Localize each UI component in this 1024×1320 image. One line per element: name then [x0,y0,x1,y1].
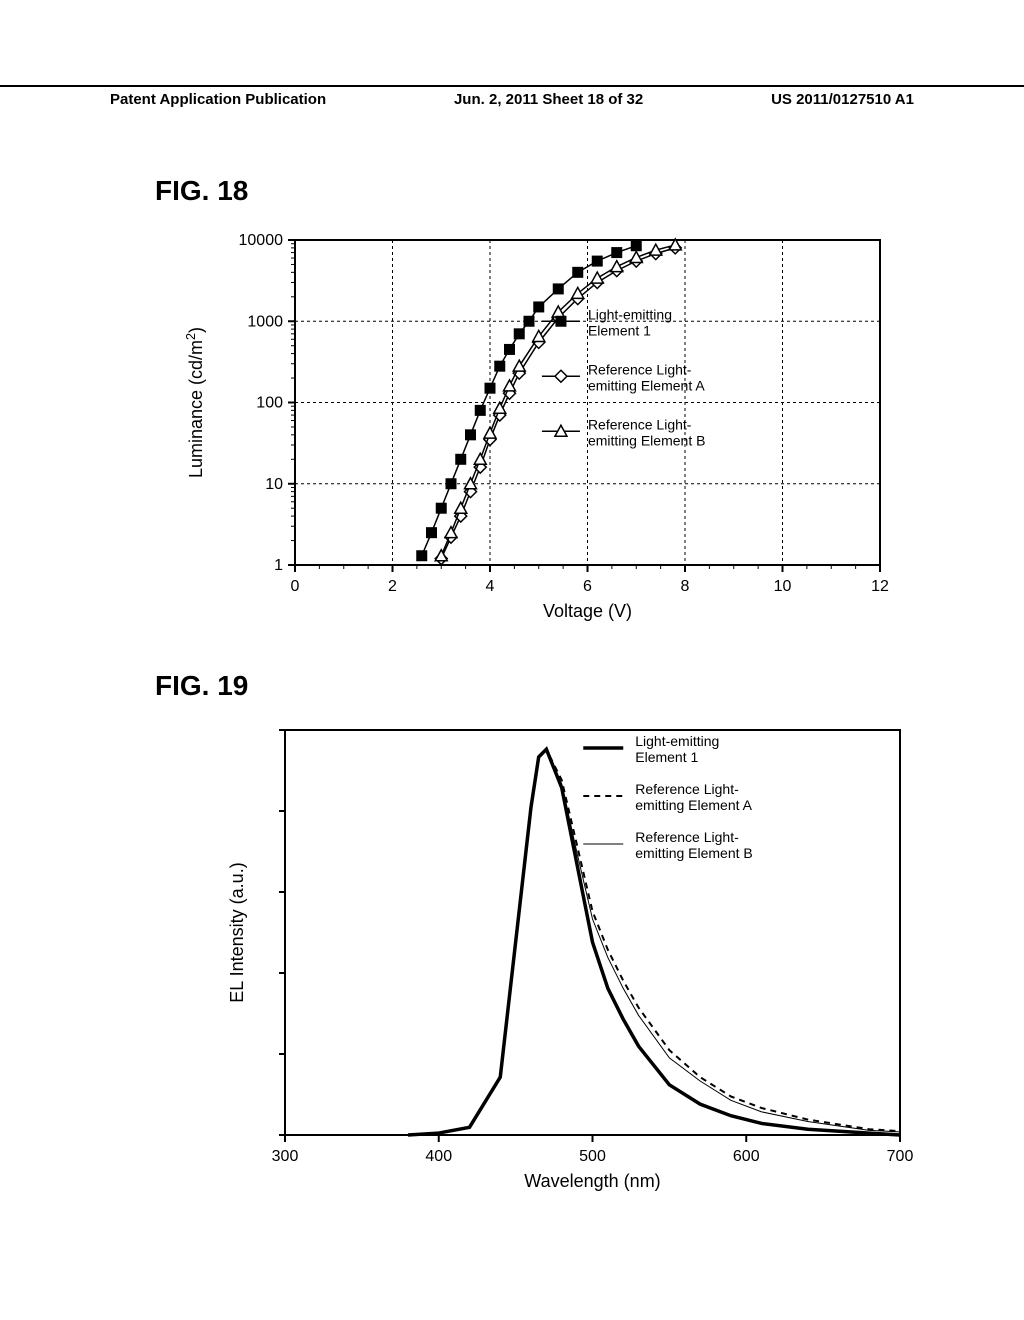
svg-text:500: 500 [579,1148,606,1165]
svg-text:Element 1: Element 1 [635,749,698,765]
svg-text:Voltage (V): Voltage (V) [543,601,632,621]
svg-text:Reference Light-: Reference Light- [635,829,739,845]
header-left: Patent Application Publication [110,91,326,108]
svg-text:2: 2 [388,578,397,595]
fig18-label: FIG. 18 [155,175,248,207]
svg-text:10000: 10000 [239,232,284,249]
svg-text:6: 6 [583,578,592,595]
svg-text:700: 700 [887,1148,914,1165]
svg-text:100: 100 [256,395,283,412]
svg-text:10: 10 [265,476,283,493]
svg-text:4: 4 [486,578,495,595]
fig18-chart: 0 2 4 6 8 10 12 1 10 100 1000 10000 Voltage (V) Lumin… [180,225,900,630]
page-header: Patent Application Publication Jun. 2, 2… [0,85,1024,108]
svg-text:8: 8 [681,578,690,595]
svg-text:1000: 1000 [247,313,283,330]
svg-text:400: 400 [425,1148,452,1165]
svg-text:10: 10 [774,578,792,595]
svg-text:1: 1 [274,557,283,574]
svg-text:Light-emitting: Light-emitting [635,733,719,749]
svg-text:300: 300 [272,1148,299,1165]
svg-text:Wavelength (nm): Wavelength (nm) [524,1171,660,1191]
svg-text:Reference Light-: Reference Light- [588,361,692,377]
svg-text:emitting Element B: emitting Element B [588,432,706,448]
header-right: US 2011/0127510 A1 [771,91,914,108]
svg-text:0: 0 [291,578,300,595]
svg-text:EL Intensity (a.u.): EL Intensity (a.u.) [227,862,247,1002]
svg-text:emitting Element A: emitting Element A [635,797,752,813]
svg-text:emitting Element B: emitting Element B [635,845,753,861]
svg-text:600: 600 [733,1148,760,1165]
header-center: Jun. 2, 2011 Sheet 18 of 32 [454,91,643,108]
svg-text:12: 12 [871,578,889,595]
svg-text:Reference Light-: Reference Light- [635,781,739,797]
svg-text:Reference Light-: Reference Light- [588,416,692,432]
svg-text:Element 1: Element 1 [588,322,651,338]
fig19-label: FIG. 19 [155,670,248,702]
svg-text:emitting Element A: emitting Element A [588,377,705,393]
svg-text:Luminance (cd/m2): Luminance (cd/m2) [184,327,206,478]
fig19-chart: 300 400 500 600 700 Wavelength (nm) EL Intensi… [215,715,915,1200]
svg-text:Light-emitting: Light-emitting [588,306,672,322]
